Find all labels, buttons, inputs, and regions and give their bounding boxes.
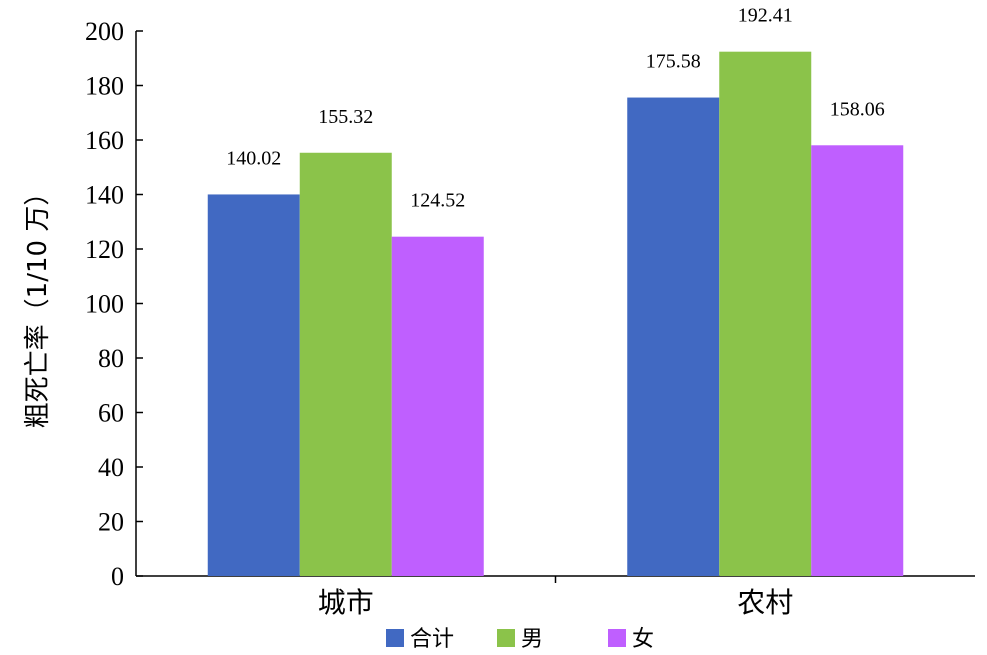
- y-tick-label: 20: [98, 508, 124, 537]
- y-tick-label: 80: [98, 344, 124, 373]
- y-tick-label: 40: [98, 453, 124, 482]
- y-tick-label: 0: [111, 562, 124, 591]
- data-label: 158.06: [830, 98, 885, 120]
- legend-swatch: [386, 629, 404, 647]
- bars: [207, 51, 904, 577]
- x-tick-label: 城市: [318, 586, 374, 619]
- bar: [811, 145, 904, 576]
- data-label: 140.02: [226, 147, 281, 169]
- data-label: 124.52: [410, 190, 465, 212]
- data-labels: 140.02 155.32 124.52 175.58 192.41 158.06: [226, 5, 885, 212]
- bar: [207, 194, 300, 576]
- y-tick-label: 200: [85, 17, 124, 46]
- y-tick-label: 140: [85, 181, 124, 210]
- data-label: 175.58: [646, 51, 701, 73]
- legend-label: 女: [632, 627, 654, 652]
- legend-swatch: [608, 629, 626, 647]
- legend-label: 合计: [410, 627, 454, 652]
- legend-label: 男: [521, 627, 543, 652]
- y-tick-label: 160: [85, 126, 124, 155]
- bar: [719, 51, 812, 577]
- bar: [391, 236, 484, 577]
- bar: [627, 97, 720, 577]
- data-label: 192.41: [738, 5, 793, 27]
- y-axis-label: 粗死亡率（1/10 万）: [23, 180, 53, 429]
- data-label: 155.32: [318, 106, 373, 128]
- y-tick-label: 180: [85, 72, 124, 101]
- axes: 0 20 40 60 80 100 120 140 160 180 200 城市 农村: [85, 17, 975, 619]
- y-tick-label: 100: [85, 290, 124, 319]
- y-tick-label: 120: [85, 235, 124, 264]
- x-tick-label: 农村: [737, 586, 793, 619]
- bar: [299, 152, 392, 577]
- legend-swatch: [497, 629, 515, 647]
- y-tick-label: 60: [98, 399, 124, 428]
- legend: 合计 男 女: [386, 627, 654, 652]
